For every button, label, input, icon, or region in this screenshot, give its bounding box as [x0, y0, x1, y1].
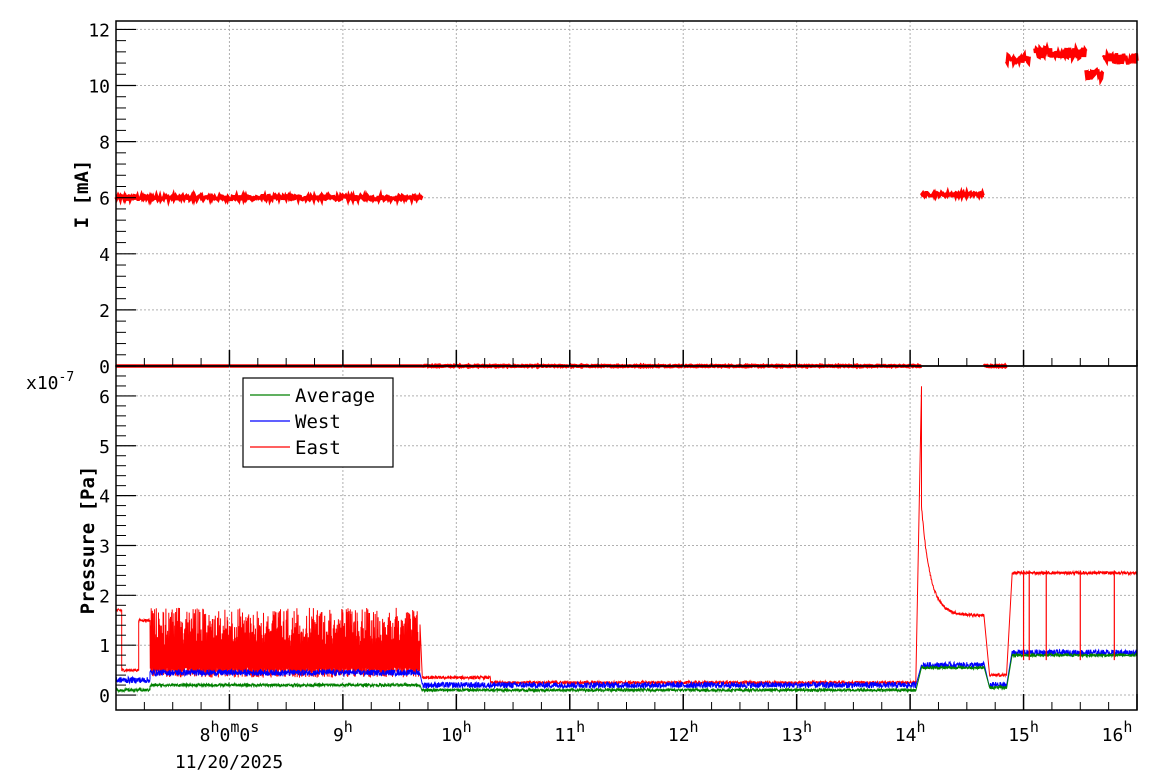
legend-label-west: West [295, 411, 341, 433]
date-label: 11/20/2025 [175, 752, 283, 773]
pressure-x-tick-label: 8h0m0s [200, 718, 260, 746]
pressure-y-multiplier: x10-7 [26, 370, 74, 394]
pressure-x-tick-label: 13h [781, 718, 812, 746]
current-data-segment [114, 188, 424, 207]
current-y-axis-label: I [mA] [71, 160, 93, 229]
pressure-y-tick-label: 1 [99, 636, 110, 657]
current-y-tick-label: 2 [99, 301, 110, 322]
pressure-y-axis-label: Pressure [Pa] [77, 466, 99, 615]
legend-box [242, 377, 394, 468]
current-y-tick-label: 8 [99, 133, 110, 154]
current-data-segment [1101, 48, 1139, 67]
pressure-data [115, 386, 1138, 694]
pressure-x-tick-label: 16h [1102, 718, 1133, 746]
pressure-x-tick-label: 12h [668, 718, 699, 746]
pressure-y-ticks: 0 1 2 3 4 5 6 [99, 365, 136, 707]
legend: Average West East [242, 377, 394, 468]
current-y-tick-label: 10 [88, 77, 110, 98]
current-x-ticks [143, 350, 1138, 366]
pressure-series-east [115, 386, 1138, 686]
pressure-x-tick-label: 15h [1008, 718, 1039, 746]
current-data-segment [1084, 67, 1105, 86]
pressure-x-tick-label: 10h [441, 718, 472, 746]
pressure-x-tick-label: 11h [554, 718, 585, 746]
pressure-series-west [115, 648, 1138, 690]
pressure-y-tick-label: 6 [99, 387, 110, 408]
pressure-panel: 0 1 2 3 4 5 6 8h0m0s 9h 10h 11h 12h 13h 14h 15h 16h Pr… [26, 365, 1138, 773]
current-data-segment [919, 186, 985, 203]
current-y-tick-label: 12 [88, 20, 110, 41]
current-data-segment [1004, 49, 1031, 69]
current-y-ticks: 0 2 4 6 8 10 12 [88, 20, 136, 378]
current-y-tick-label: 4 [99, 245, 110, 266]
current-y-tick-label: 6 [99, 189, 110, 210]
pressure-x-tick-label: 9h [333, 718, 353, 746]
pressure-y-tick-label: 3 [99, 536, 110, 557]
pressure-series-average [115, 651, 1138, 694]
pressure-grid [116, 366, 1138, 710]
current-y-tick-label: 0 [99, 357, 110, 378]
pressure-y-tick-label: 0 [99, 686, 110, 707]
legend-label-east: East [295, 437, 341, 459]
current-data-segment [1033, 41, 1088, 65]
pressure-y-tick-label: 2 [99, 586, 110, 607]
pressure-y-exponent: -7 [59, 370, 75, 385]
pressure-y-tick-label: 5 [99, 437, 110, 458]
pressure-x-tick-label: 14h [895, 718, 926, 746]
pressure-y-multiplier-base: x10 [26, 373, 59, 394]
pressure-x-ticks: 8h0m0s 9h 10h 11h 12h 13h 14h 15h 16h [143, 694, 1138, 746]
legend-label-average: Average [295, 385, 375, 407]
pressure-y-tick-label: 4 [99, 487, 110, 508]
